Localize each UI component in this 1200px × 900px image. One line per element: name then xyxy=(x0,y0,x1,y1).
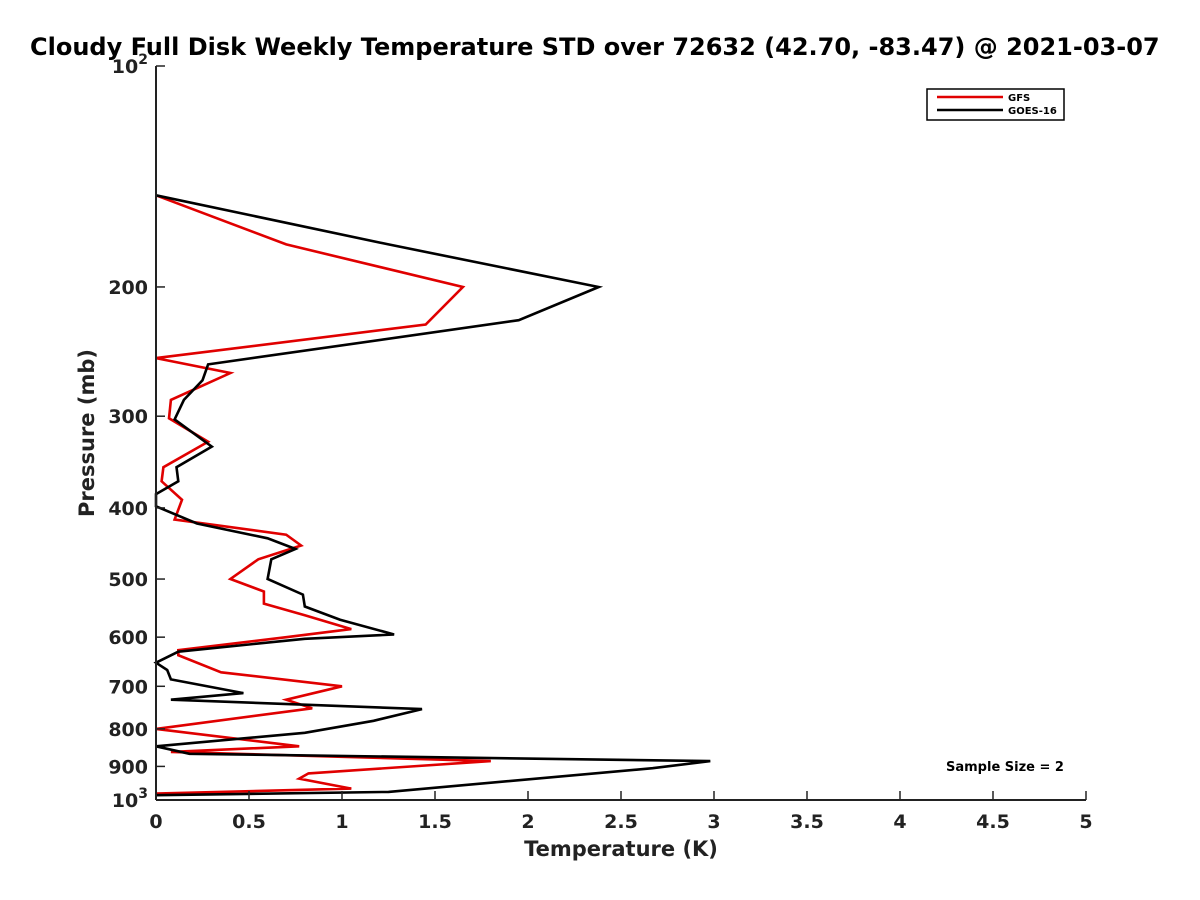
series-line-goes-16 xyxy=(153,194,711,797)
x-tick-label: 4.5 xyxy=(976,811,1010,833)
legend-label-gfs: GFS xyxy=(1008,93,1030,104)
y-tick-label: 103 xyxy=(112,786,148,812)
x-tick-label: 5 xyxy=(1079,811,1092,833)
y-ticks: 102 200 300 400 500 600 700 800 900 103 xyxy=(108,52,165,812)
series-line-gfs xyxy=(155,194,491,795)
x-tick-label: 4 xyxy=(893,811,906,833)
y-tick-label: 600 xyxy=(108,627,148,649)
x-tick-label: 1.5 xyxy=(418,811,452,833)
y-tick-label: 800 xyxy=(108,719,148,741)
x-tick-label: 2 xyxy=(521,811,534,833)
x-ticks: 0 0.5 1 1.5 2 2.5 3 3.5 4 4.5 5 xyxy=(149,791,1093,833)
y-axis-label: Pressure (mb) xyxy=(75,349,99,517)
y-tick-label: 102 xyxy=(112,52,148,78)
legend: GFS GOES-16 xyxy=(926,88,1065,121)
y-tick-label: 900 xyxy=(108,756,148,778)
x-tick-label: 3.5 xyxy=(790,811,824,833)
sample-size-annotation: Sample Size = 2 xyxy=(946,760,1064,775)
plot-lines xyxy=(153,194,711,797)
y-tick-label: 500 xyxy=(108,569,148,591)
x-tick-label: 0.5 xyxy=(232,811,266,833)
y-tick-label: 700 xyxy=(108,676,148,698)
y-tick-label: 200 xyxy=(108,277,148,299)
legend-label-goes-16: GOES-16 xyxy=(1008,106,1057,117)
x-tick-label: 0 xyxy=(149,811,162,833)
x-tick-label: 2.5 xyxy=(604,811,638,833)
chart-title: Cloudy Full Disk Weekly Temperature STD … xyxy=(30,33,1160,61)
x-tick-label: 3 xyxy=(707,811,720,833)
x-tick-label: 1 xyxy=(335,811,348,833)
y-tick-label: 300 xyxy=(108,406,148,428)
y-tick-label: 400 xyxy=(108,498,148,520)
legend-box xyxy=(926,88,1065,121)
x-axis-label: Temperature (K) xyxy=(524,837,718,861)
